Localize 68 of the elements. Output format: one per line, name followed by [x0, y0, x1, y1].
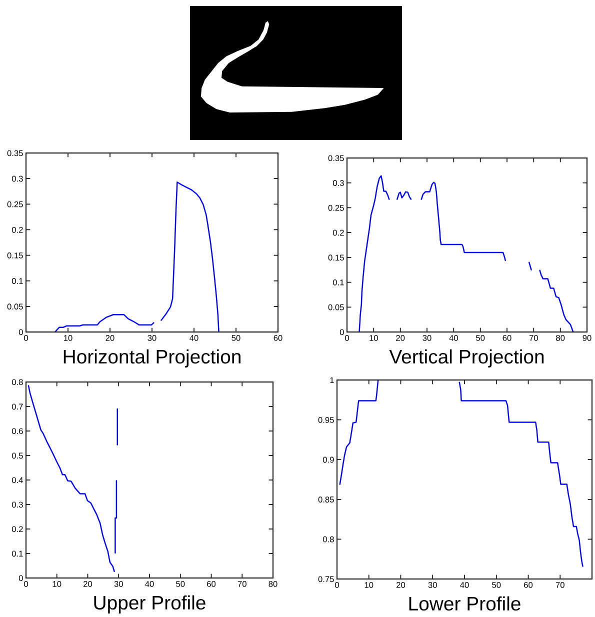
y-tick-label: 0: [18, 575, 23, 582]
y-tick-label: 1: [330, 377, 334, 384]
x-tick-label: 30: [148, 335, 156, 341]
x-tick-label: 60: [502, 335, 512, 341]
y-tick-label: 0.2: [332, 230, 344, 236]
x-tick-label: 70: [529, 335, 538, 341]
x-tick-label: 60: [207, 581, 216, 587]
x-tick-label: 90: [582, 335, 592, 341]
x-tick-label: 40: [190, 335, 198, 341]
x-tick-label: 0: [24, 335, 28, 341]
x-tick-label: 20: [396, 582, 406, 588]
x-tick-label: 20: [106, 335, 114, 341]
x-tick-label: 70: [556, 582, 564, 588]
y-tick-label: 0.1: [12, 278, 23, 284]
y-tick-label: 0.3: [12, 502, 23, 508]
y-tick-label: 0.6: [12, 428, 23, 434]
y-tick-label: 0.85: [318, 496, 334, 502]
y-tick-label: 0.2: [12, 226, 23, 233]
y-tick-label: 0: [18, 329, 23, 336]
x-tick-label: 50: [492, 582, 501, 588]
y-tick-label: 0.7: [12, 404, 23, 410]
x-tick-label: 60: [524, 582, 533, 588]
x-tick-label: 40: [460, 582, 469, 588]
y-tick-label: 0.35: [7, 150, 23, 156]
x-tick-label: 50: [476, 335, 485, 341]
x-tick-label: 10: [64, 335, 72, 341]
y-tick-label: 0.35: [328, 155, 344, 162]
y-tick-label: 0.05: [7, 304, 23, 310]
y-tick-label: 0.95: [318, 417, 334, 423]
y-tick-label: 0.3: [12, 176, 23, 182]
y-tick-label: 0.1: [12, 550, 23, 557]
x-tick-label: 40: [449, 335, 458, 341]
y-tick-label: 0.4: [12, 477, 23, 484]
y-tick-label: 0.15: [328, 254, 344, 261]
text: Lower Profile: [409, 596, 520, 611]
x-tick-label: 20: [396, 335, 405, 341]
x-tick-label: 40: [145, 581, 154, 587]
x-tick-label: 30: [422, 335, 432, 341]
x-tick-label: 50: [176, 581, 185, 587]
x-tick-label: 20: [84, 581, 92, 587]
y-tick-label: 0.8: [12, 379, 23, 386]
x-tick-label: 30: [114, 581, 123, 587]
y-tick-label: 0.75: [318, 576, 334, 582]
y-tick-label: 0.25: [328, 204, 344, 211]
text: Horizontal Projection: [64, 349, 240, 368]
x-tick-label: 30: [428, 582, 437, 588]
y-tick-label: 0.8: [322, 536, 334, 542]
y-tick-label: 0.2: [12, 526, 23, 532]
x-tick-label: 0: [24, 581, 28, 587]
x-tick-label: 10: [52, 581, 62, 587]
x-tick-label: 0: [345, 335, 349, 341]
y-tick-label: 0.05: [328, 304, 344, 310]
y-tick-label: 0.9: [322, 456, 334, 463]
text: Vertical Projection: [389, 349, 544, 368]
y-tick-label: 0.5: [12, 452, 23, 459]
x-tick-label: 50: [232, 335, 240, 341]
text: Upper Profile: [94, 595, 206, 614]
x-tick-label: 10: [364, 582, 374, 588]
y-tick-label: 0.1: [332, 279, 344, 286]
x-tick-label: 80: [556, 335, 565, 341]
x-tick-label: 60: [274, 335, 282, 341]
x-tick-label: 10: [370, 335, 378, 341]
y-tick-label: 0.3: [332, 180, 344, 186]
x-tick-label: 80: [268, 581, 278, 587]
y-tick-label: 0.25: [7, 201, 23, 208]
y-tick-label: 0: [340, 329, 344, 336]
x-tick-label: 70: [238, 581, 246, 587]
y-tick-label: 0.15: [7, 252, 23, 258]
